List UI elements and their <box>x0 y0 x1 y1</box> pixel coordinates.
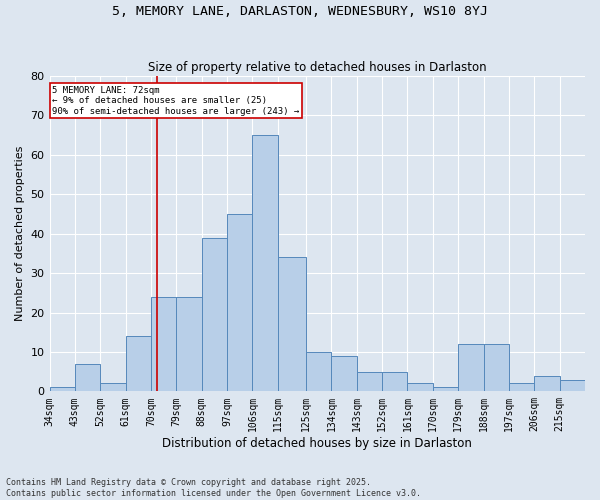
Bar <box>125 336 151 392</box>
Bar <box>509 384 534 392</box>
Bar <box>407 384 433 392</box>
Title: Size of property relative to detached houses in Darlaston: Size of property relative to detached ho… <box>148 60 487 74</box>
Bar <box>75 364 100 392</box>
Bar <box>484 344 509 392</box>
Bar <box>331 356 357 392</box>
Bar <box>100 384 125 392</box>
Bar <box>50 388 75 392</box>
Bar <box>534 376 560 392</box>
Y-axis label: Number of detached properties: Number of detached properties <box>15 146 25 322</box>
Bar <box>306 352 331 392</box>
Bar <box>278 258 306 392</box>
X-axis label: Distribution of detached houses by size in Darlaston: Distribution of detached houses by size … <box>163 437 472 450</box>
Bar <box>202 238 227 392</box>
Bar <box>433 388 458 392</box>
Bar <box>560 380 585 392</box>
Bar <box>176 296 202 392</box>
Bar <box>382 372 407 392</box>
Text: 5 MEMORY LANE: 72sqm
← 9% of detached houses are smaller (25)
90% of semi-detach: 5 MEMORY LANE: 72sqm ← 9% of detached ho… <box>52 86 299 116</box>
Bar <box>151 296 176 392</box>
Text: 5, MEMORY LANE, DARLASTON, WEDNESBURY, WS10 8YJ: 5, MEMORY LANE, DARLASTON, WEDNESBURY, W… <box>112 5 488 18</box>
Bar <box>458 344 484 392</box>
Bar <box>357 372 382 392</box>
Bar <box>227 214 253 392</box>
Text: Contains HM Land Registry data © Crown copyright and database right 2025.
Contai: Contains HM Land Registry data © Crown c… <box>6 478 421 498</box>
Bar <box>253 135 278 392</box>
